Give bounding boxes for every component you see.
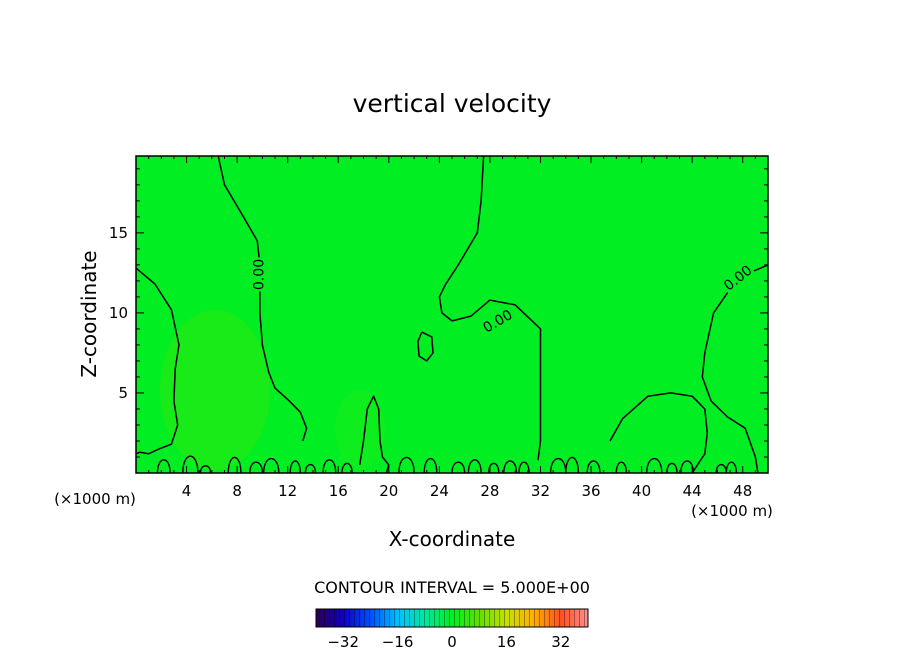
x-tick-label: 8	[232, 482, 242, 500]
contour-label-bg	[478, 304, 517, 338]
x-tick-label: 16	[329, 482, 348, 500]
contour-label-bg	[249, 257, 268, 292]
x-unit-left: (×1000 m)	[54, 490, 136, 508]
x-tick-label: 4	[182, 482, 192, 500]
contour-center-spike	[358, 395, 390, 474]
contour-bottom-blip	[680, 460, 695, 474]
x-unit-right: (×1000 m)	[691, 502, 773, 520]
contour-bottom-blip	[156, 459, 171, 474]
contour-mid-upper	[438, 155, 542, 461]
contour-bottom-blip	[518, 461, 530, 474]
contour-bottom-blip	[263, 457, 280, 474]
x-tick-label: 40	[632, 482, 651, 500]
field-patch-2	[335, 390, 385, 470]
x-tick-label: 48	[733, 482, 752, 500]
contour-bottom-blip	[227, 456, 242, 474]
x-tick-labels: 4 8 12 16 20 24 28 32 36 40 44 48	[182, 482, 752, 500]
colorbar-tick-labels: −32 −16 0 16 32	[327, 633, 570, 651]
contour-upper-left	[217, 155, 308, 442]
contour-bottom-blip	[249, 461, 264, 474]
contour-interval-label: CONTOUR INTERVAL = 5.000E+00	[314, 578, 590, 597]
y-tick-label: 10	[109, 304, 128, 322]
contour-bottom-blip	[646, 457, 663, 474]
y-tick-label: 5	[118, 384, 128, 402]
contour-bottom-blip	[398, 456, 415, 474]
contour-bottom-blip	[341, 462, 353, 474]
contour-right-lower	[609, 392, 709, 474]
contour-bottom-blip	[182, 455, 199, 474]
x-tick-label: 36	[581, 482, 600, 500]
contour-bottom-blip	[199, 465, 212, 474]
contour-bottom-blip	[322, 459, 337, 474]
contour-label-bg	[718, 260, 757, 296]
colorbar-tick-label: −32	[327, 633, 359, 651]
x-tick-label: 20	[379, 482, 398, 500]
contour-bottom-blip	[503, 460, 518, 474]
contour-bottom-blip	[423, 457, 438, 474]
contour-bottom-blip	[586, 460, 601, 474]
colorbar-tick-label: 32	[551, 633, 570, 651]
x-tick-label: 44	[683, 482, 702, 500]
x-axis-label: X-coordinate	[389, 527, 516, 551]
x-tick-label: 28	[480, 482, 499, 500]
contour-bottom-blip	[451, 461, 466, 474]
colorbar-stripes	[316, 609, 588, 627]
colorbar-frame	[315, 608, 589, 628]
contour-bottom-blip	[565, 456, 580, 474]
colorbar-tick-label: 0	[447, 633, 457, 651]
contour-lines	[135, 155, 769, 474]
x-tick-label: 24	[430, 482, 449, 500]
chart-title: vertical velocity	[353, 89, 552, 118]
contour-bottom-blip	[725, 461, 738, 474]
y-axis-label: Z-coordinate	[77, 250, 101, 377]
contour-bottom-blip	[488, 462, 500, 474]
colorbar-tick-label: −16	[382, 633, 414, 651]
contour-left-edge	[135, 267, 180, 455]
x-tick-label: 12	[278, 482, 297, 500]
field-patch-1	[160, 310, 270, 470]
contour-small-loop	[417, 331, 434, 362]
contour-bottom-blip	[289, 460, 301, 474]
contour-bottom-blip	[615, 461, 628, 474]
y-tick-labels: 5 10 15	[109, 224, 128, 402]
contour-label: 0.00	[252, 259, 268, 290]
axis-ticks	[136, 156, 768, 473]
colorbar-tick-label: 16	[497, 633, 516, 651]
x-tick-label: 32	[531, 482, 550, 500]
y-tick-label: 15	[109, 224, 128, 242]
contour-bottom-blip	[467, 459, 482, 474]
contour-bottom-blip	[304, 463, 317, 474]
